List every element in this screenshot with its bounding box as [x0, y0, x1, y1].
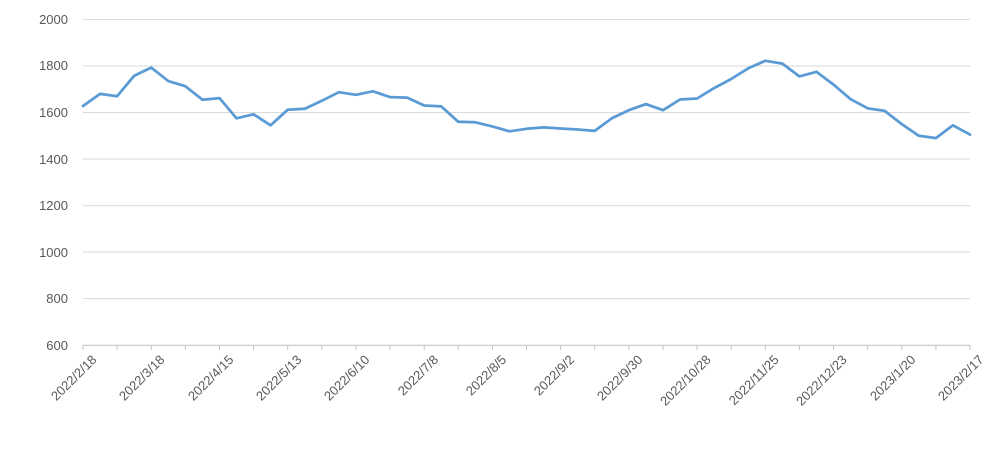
- y-tick-label: 1200: [39, 198, 68, 214]
- series-polyline: [81, 59, 972, 140]
- gridlines: [83, 18, 970, 300]
- y-tick-label: 1600: [39, 104, 68, 120]
- y-tick-label: 1400: [39, 151, 68, 167]
- y-tick-label: 2000: [39, 11, 68, 27]
- y-tick-label: 1000: [39, 244, 68, 260]
- y-tick-label: 800: [46, 291, 68, 307]
- y-tick-label: 600: [46, 337, 68, 353]
- y-tick-label: 1800: [39, 58, 68, 74]
- data-series-line: [81, 59, 972, 140]
- x-axis: [82, 344, 971, 350]
